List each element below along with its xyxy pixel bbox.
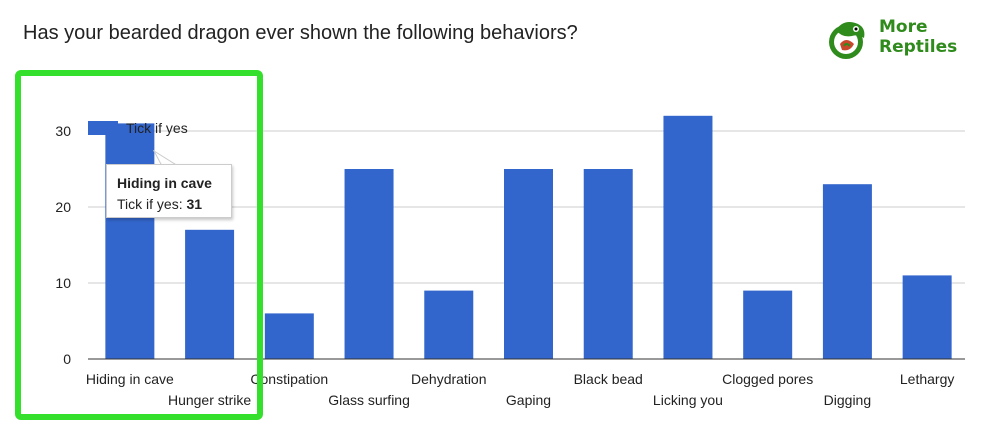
legend-swatch bbox=[88, 121, 118, 135]
bar bbox=[583, 169, 633, 359]
y-tick-label: 10 bbox=[55, 275, 71, 291]
x-tick-label: Hunger strike bbox=[168, 392, 251, 408]
logo-text: More Reptiles bbox=[879, 17, 957, 57]
tooltip-title: Hiding in cave bbox=[117, 175, 212, 191]
bar bbox=[663, 115, 713, 359]
bar bbox=[504, 169, 553, 359]
x-tick-label: Dehydration bbox=[411, 371, 487, 387]
legend-label: Tick if yes bbox=[126, 120, 188, 136]
tooltip-value: 31 bbox=[186, 196, 203, 212]
bar bbox=[822, 184, 872, 359]
x-tick-label: Lethargy bbox=[900, 371, 954, 387]
x-tick-label: Digging bbox=[824, 392, 871, 408]
bar bbox=[185, 229, 235, 359]
x-tick-label: Glass surfing bbox=[328, 392, 410, 408]
logo-line-1: More bbox=[879, 17, 928, 37]
y-tick-label: 20 bbox=[55, 199, 71, 215]
x-tick-label: Black bead bbox=[574, 371, 643, 387]
y-tick-label: 0 bbox=[63, 351, 71, 367]
y-tick-label: 30 bbox=[55, 123, 71, 139]
bar-tooltip: Hiding in cave Tick if yes: 31 bbox=[106, 164, 232, 218]
chart-title: Has your bearded dragon ever shown the f… bbox=[23, 22, 578, 44]
bar bbox=[264, 313, 314, 359]
logo-line-2: Reptiles bbox=[879, 37, 958, 57]
bar bbox=[743, 290, 793, 359]
x-tick-label: Licking you bbox=[653, 392, 723, 408]
bar bbox=[902, 275, 952, 359]
more-reptiles-logo: More Reptiles bbox=[826, 14, 966, 64]
x-tick-label: Hiding in cave bbox=[86, 371, 174, 387]
x-tick-label: Gaping bbox=[506, 392, 551, 408]
chameleon-icon bbox=[829, 22, 865, 59]
tooltip-value-line: Tick if yes: 31 bbox=[117, 194, 231, 215]
x-tick-label: Constipation bbox=[250, 371, 328, 387]
bar bbox=[344, 169, 394, 359]
tooltip-series-label: Tick if yes: bbox=[117, 196, 183, 212]
bar bbox=[424, 290, 474, 359]
x-tick-label: Clogged pores bbox=[722, 371, 813, 387]
bar bbox=[105, 123, 155, 360]
